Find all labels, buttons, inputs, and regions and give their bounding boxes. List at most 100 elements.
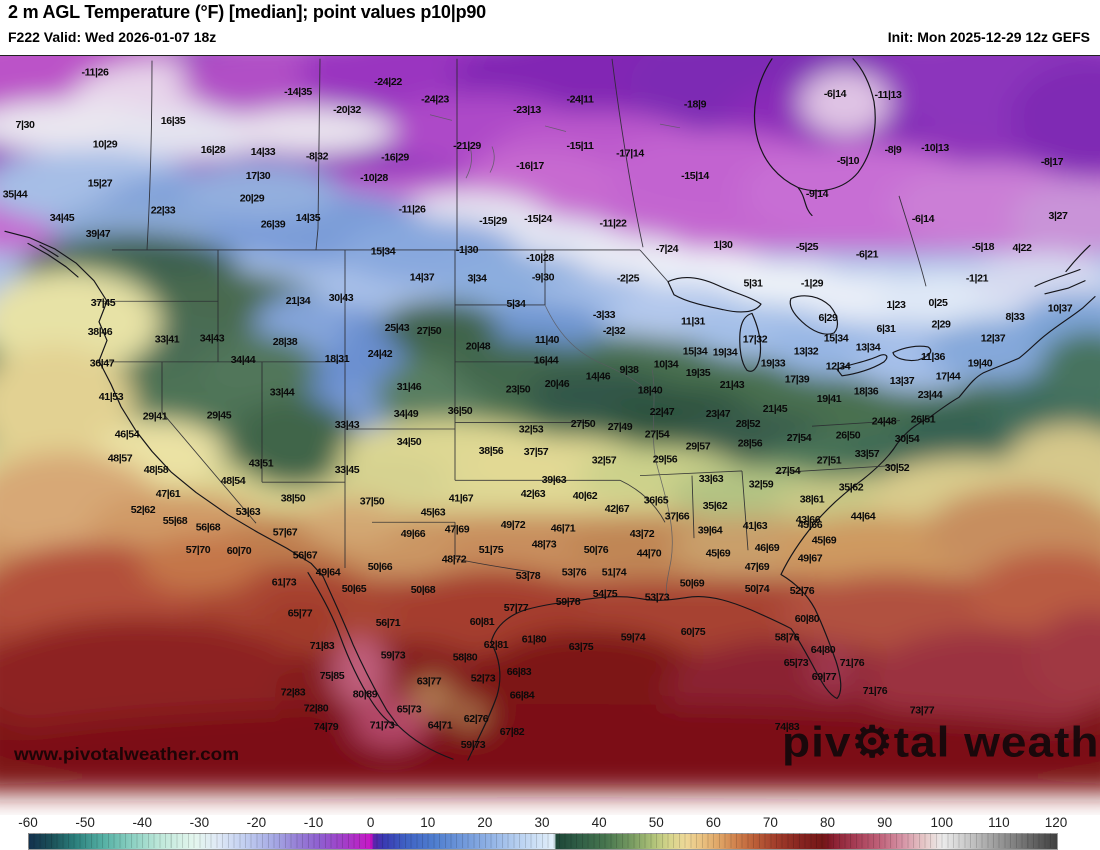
point-value: -8|9	[885, 145, 902, 156]
point-value: -15|24	[524, 214, 552, 225]
point-value: 10|29	[93, 140, 118, 151]
point-value: 60|81	[470, 617, 495, 628]
point-value: 45|69	[812, 536, 837, 547]
point-value: 74|79	[314, 722, 339, 733]
point-value: 27|51	[817, 456, 842, 467]
point-value: 15|34	[371, 247, 396, 258]
point-value: 23|50	[506, 385, 531, 396]
point-value: 34|49	[394, 409, 419, 420]
point-value: 13|37	[890, 377, 915, 388]
point-value: 10|37	[1048, 304, 1073, 315]
point-value: 49|66	[401, 529, 426, 540]
valid-time-label: F222 Valid: Wed 2026-01-07 18z	[8, 29, 217, 45]
point-value: 65|77	[288, 609, 313, 620]
point-value: -1|29	[801, 279, 824, 290]
point-value: 50|65	[342, 584, 367, 595]
point-value: 11|40	[535, 335, 560, 346]
pacific-coastline	[4, 230, 324, 577]
point-value: 50|76	[584, 545, 609, 556]
point-value: 1|23	[886, 300, 906, 311]
point-value: -1|30	[456, 245, 479, 256]
point-value: 48|72	[442, 555, 467, 566]
point-value: 41|53	[99, 392, 124, 403]
point-value: 54|75	[593, 589, 618, 600]
point-value: 48|58	[144, 465, 169, 476]
point-value: 33|45	[335, 465, 360, 476]
point-value: 52|76	[790, 586, 815, 597]
point-value: 58|80	[453, 653, 478, 664]
point-value: 38|61	[800, 495, 825, 506]
point-value: 26|39	[261, 220, 286, 231]
point-value: 27|49	[608, 422, 633, 433]
colorbar: -60 -50 -40 -30 -20 -10 0 10 20 30 40 50 60 70 80 90 100…	[0, 815, 1100, 850]
point-value: -7|24	[656, 244, 679, 255]
point-value: -10|28	[526, 253, 554, 264]
point-value: 42|63	[521, 489, 546, 500]
colorbar-tick-label: 20	[477, 815, 493, 830]
point-value: 29|45	[207, 411, 232, 422]
point-value: 65|73	[397, 705, 422, 716]
point-value: -3|33	[593, 310, 616, 321]
point-value: 37|57	[524, 447, 549, 458]
mississippi-river	[651, 368, 673, 600]
point-value: 21|43	[720, 380, 745, 391]
point-value: 34|50	[397, 437, 422, 448]
point-value: -11|26	[398, 205, 426, 216]
point-value: 20|46	[545, 379, 570, 390]
point-value: 44|70	[637, 549, 662, 560]
point-value: -23|13	[513, 105, 541, 116]
init-time-label: Init: Mon 2025-12-29 12z GEFS	[887, 29, 1090, 45]
point-value: 47|69	[445, 525, 470, 536]
point-value: 28|52	[736, 419, 761, 430]
colorbar-tick-label: -40	[132, 815, 152, 830]
point-value: -16|29	[381, 153, 409, 164]
point-value: -10|28	[360, 173, 388, 184]
colorbar-tick-label: 80	[820, 815, 836, 830]
point-value: 49|64	[316, 568, 341, 579]
point-value: -5|10	[837, 156, 860, 167]
us-canada-border	[112, 249, 669, 282]
point-value: 19|33	[761, 359, 786, 370]
point-value: 3|27	[1048, 211, 1068, 222]
point-value: 73|77	[910, 706, 935, 717]
lake-erie	[836, 354, 888, 377]
point-value: 37|50	[360, 497, 385, 508]
point-value: 46|69	[755, 543, 780, 554]
point-value: 33|57	[855, 449, 880, 460]
point-value: 29|41	[143, 412, 168, 423]
point-value: 52|73	[471, 674, 496, 685]
point-value: 14|35	[296, 213, 321, 224]
point-value: -15|29	[479, 216, 507, 227]
point-value: 18|36	[854, 387, 879, 398]
gear-icon: ⚙	[851, 719, 893, 766]
point-value: 59|74	[621, 633, 646, 644]
gulf-and-atlantic-coastline	[467, 296, 1096, 761]
point-value: 14|46	[586, 372, 611, 383]
point-value: 26|50	[836, 431, 861, 442]
point-value: 35|62	[703, 501, 728, 512]
point-value: 11|31	[681, 317, 706, 328]
point-value: -18|9	[684, 100, 707, 111]
point-value: -2|32	[603, 326, 626, 337]
point-value: 59|73	[381, 651, 406, 662]
point-value: 62|76	[464, 714, 489, 725]
canadian-lakes	[429, 114, 681, 132]
point-value: 1|30	[713, 240, 733, 251]
point-value: 27|54	[787, 433, 812, 444]
point-value: 28|38	[273, 337, 298, 348]
point-value: 50|69	[680, 579, 705, 590]
point-value: 75|85	[320, 671, 345, 682]
point-value: 56|68	[196, 523, 221, 534]
point-value: 49|67	[798, 554, 823, 565]
point-value: 20|29	[240, 194, 265, 205]
point-value: 13|32	[794, 347, 819, 358]
point-value: 23|47	[706, 409, 731, 420]
colorbar-tick-label: -30	[189, 815, 210, 830]
point-value: 45|69	[706, 549, 731, 560]
point-value: -8|17	[1041, 157, 1064, 168]
colorbar-tick-label: 30	[534, 815, 550, 830]
point-value: 46|71	[551, 524, 576, 535]
point-value: 71|83	[310, 641, 335, 652]
point-value: 35|44	[3, 190, 28, 201]
point-value: -14|35	[284, 87, 312, 98]
